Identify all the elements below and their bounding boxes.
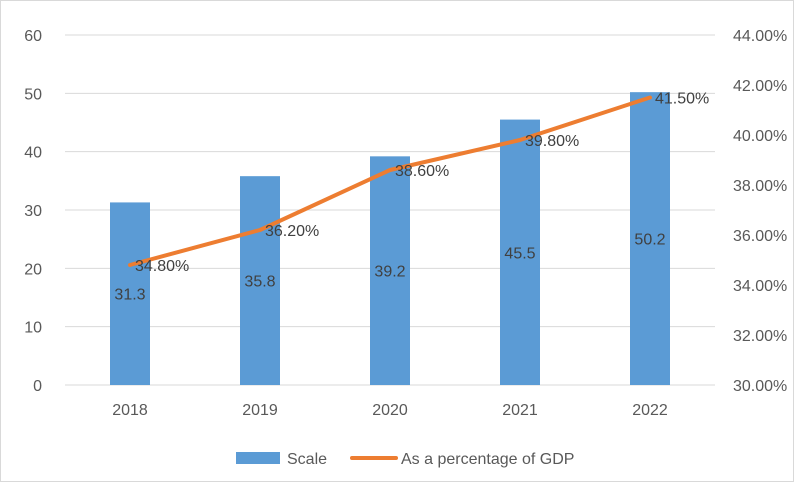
line-value-label: 38.60% (395, 163, 449, 180)
bar-2020 (370, 156, 410, 385)
bar-value-label: 35.8 (244, 274, 275, 291)
line-value-label: 41.50% (655, 91, 709, 108)
y-right-tick-label: 36.00% (733, 228, 787, 245)
line-value-label: 39.80% (525, 133, 579, 150)
legend: Scale As a percentage of GDP (236, 451, 574, 468)
y-left-tick-label: 50 (24, 86, 42, 103)
y-right-tick-label: 40.00% (733, 128, 787, 145)
bar-2019 (240, 176, 280, 385)
legend-label-scale: Scale (287, 451, 327, 468)
line-value-label: 36.20% (265, 223, 319, 240)
bar-value-label: 50.2 (634, 232, 665, 249)
y-left-tick-label: 20 (24, 261, 42, 278)
y-right-tick-label: 42.00% (733, 78, 787, 95)
bar-2021 (500, 119, 540, 385)
y-left-tick-label: 10 (24, 320, 42, 337)
y-left-tick-label: 30 (24, 203, 42, 220)
x-tick-label: 2019 (242, 402, 278, 419)
data-labels: 31.3 35.8 39.2 45.5 50.2 34.80% 36.20% 38.60% 39… (114, 91, 709, 304)
x-tick-label: 2022 (632, 402, 668, 419)
x-tick-label: 2021 (502, 402, 538, 419)
y-left-tick-label: 0 (33, 378, 42, 395)
x-axis-ticks: 2018 2019 2020 2021 2022 (112, 402, 668, 419)
y-right-tick-label: 32.00% (733, 328, 787, 345)
y-right-tick-label: 38.00% (733, 178, 787, 195)
bar-2018 (110, 202, 150, 385)
x-tick-label: 2020 (372, 402, 408, 419)
y-right-tick-label: 34.00% (733, 278, 787, 295)
line-series (128, 95, 652, 267)
bar-value-label: 45.5 (504, 245, 535, 262)
y-right-tick-label: 44.00% (733, 28, 787, 45)
grid-lines (65, 34, 715, 386)
line-value-label: 34.80% (135, 258, 189, 275)
left-axis-ticks: 0 10 20 30 40 50 60 (24, 28, 42, 395)
legend-swatch-scale (236, 452, 280, 464)
bar-value-label: 31.3 (114, 287, 145, 304)
gdp-share-line (128, 95, 652, 267)
bar-value-label: 39.2 (374, 264, 405, 281)
x-tick-label: 2018 (112, 402, 148, 419)
legend-label-gdp-share: As a percentage of GDP (401, 451, 574, 468)
y-left-tick-label: 40 (24, 145, 42, 162)
right-axis-ticks: 30.00% 32.00% 34.00% 36.00% 38.00% 40.00% 42.0… (733, 28, 787, 395)
bar-series (110, 92, 670, 386)
y-right-tick-label: 30.00% (733, 378, 787, 395)
y-left-tick-label: 60 (24, 28, 42, 45)
bar-2022 (630, 92, 670, 386)
